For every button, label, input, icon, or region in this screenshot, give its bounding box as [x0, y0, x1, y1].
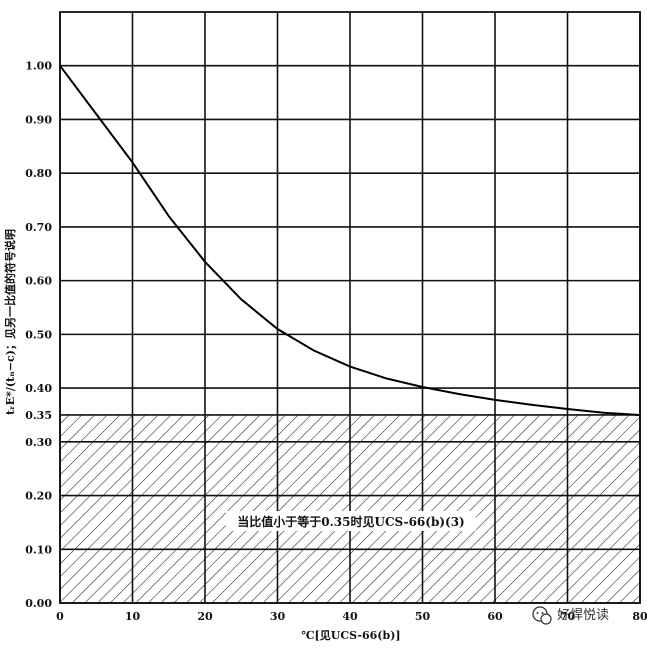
- y-tick-labels: 0.00 0.10 0.20 0.30 0.35 0.40 0.50 0.60 0.70 0.80…: [25, 60, 52, 610]
- x-tick-label-6: 60: [487, 610, 503, 623]
- y-tick-label-11: 1.00: [25, 60, 52, 73]
- y-tick-label-1: 0.10: [25, 543, 52, 556]
- watermark-text: 好焊悦读: [557, 607, 609, 623]
- x-tick-label-3: 30: [270, 610, 286, 623]
- x-tick-label-1: 10: [125, 610, 141, 623]
- y-tick-label-6: 0.50: [25, 328, 52, 341]
- x-tick-label-0: 0: [56, 610, 64, 623]
- y-tick-label-4: 0.35: [25, 409, 52, 422]
- hatched-region-label-bg: [226, 511, 476, 531]
- x-tick-label-5: 50: [415, 610, 431, 623]
- series-layer: [59, 65, 641, 416]
- y-tick-label-7: 0.60: [25, 275, 52, 288]
- x-tick-label-4: 40: [342, 610, 358, 623]
- hatched-region-label: 当比值小于等于0.35时见UCS-66(b)(3): [237, 514, 464, 529]
- y-tick-label-2: 0.20: [25, 490, 52, 503]
- wechat-icon: [532, 606, 552, 625]
- series-line: [59, 65, 641, 416]
- x-tick-label-7: 70: [560, 610, 576, 623]
- y-tick-label-10: 0.90: [25, 113, 52, 126]
- frame-layer: [59, 11, 641, 604]
- x-axis-title: ℃[见UCS-66(b)]: [301, 629, 400, 642]
- y-axis-title: tᵣE*/(tₙ−c)；见另一比值的符号说明: [3, 229, 17, 415]
- x-tick-label-2: 20: [197, 610, 213, 623]
- x-tick-labels: 0 10 20 30 40 50 60 70 80: [56, 610, 647, 623]
- y-tick-label-9: 0.80: [25, 167, 52, 180]
- y-tick-label-5: 0.40: [25, 382, 52, 395]
- plot-frame: [59, 11, 641, 604]
- x-tick-label-8: 80: [632, 610, 647, 623]
- y-tick-label-3: 0.30: [25, 436, 52, 449]
- y-tick-label-0: 0.00: [25, 597, 52, 610]
- y-tick-label-8: 0.70: [25, 221, 52, 234]
- watermark: 好焊悦读: [532, 606, 609, 625]
